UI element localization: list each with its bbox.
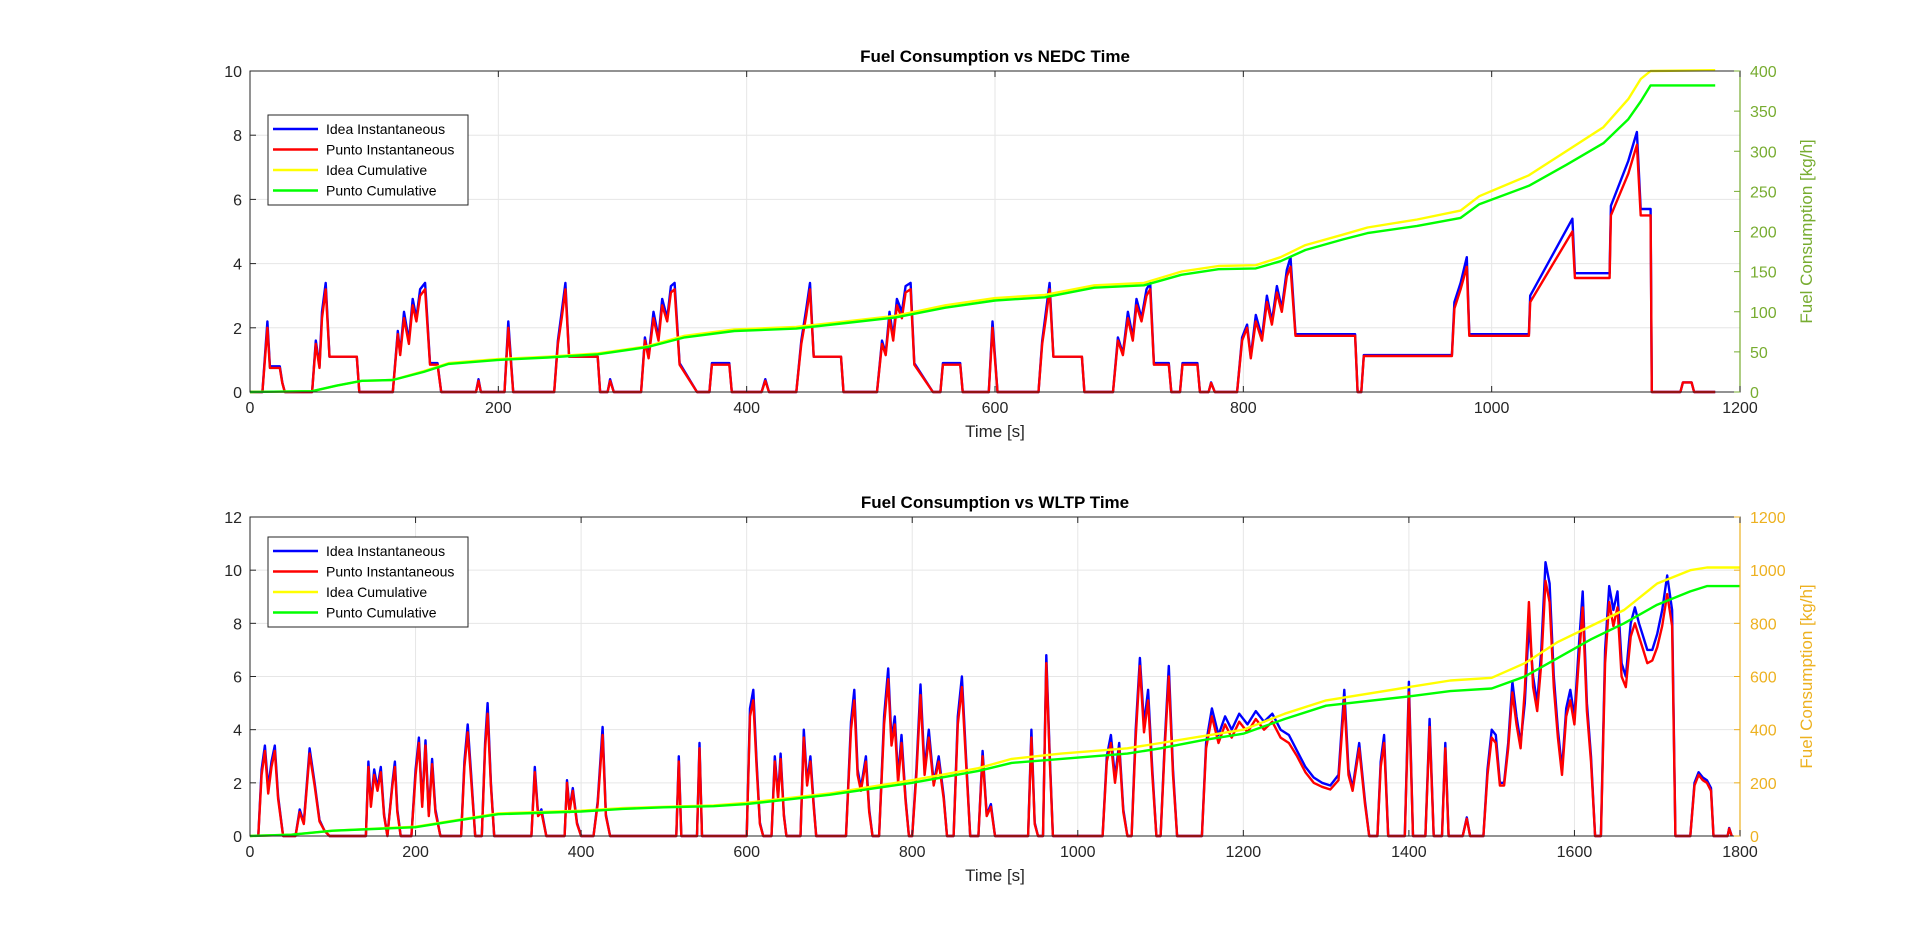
x-tick-label: 1200 [1722,400,1758,417]
y-tick-label: 6 [233,192,242,209]
y-tick-label: 2 [233,776,242,793]
y-right-tick-label: 0 [1750,385,1759,402]
y-right-tick-label: 1000 [1750,563,1786,580]
y-right-tick-label: 350 [1750,104,1777,121]
legend-entry-label: Idea Cumulative [326,584,427,600]
x-tick-label: 400 [733,400,760,417]
legend-entry-label: Idea Cumulative [326,162,427,178]
y-tick-label: 8 [233,128,242,145]
x-tick-label: 1200 [1226,844,1262,861]
y-right-tick-label: 0 [1750,829,1759,846]
y-right-tick-label: 400 [1750,64,1777,81]
legend-entry-label: Punto Cumulative [326,183,437,199]
y-tick-label: 2 [233,321,242,338]
legend-entry-label: Punto Instantaneous [326,142,454,158]
x-tick-label: 400 [568,844,595,861]
chart-title: Fuel Consumption vs WLTP Time [861,493,1129,512]
y-right-axis-label: Fuel Consumption [kg/h] [1797,139,1816,323]
x-tick-label: 1000 [1474,400,1510,417]
y-right-tick-label: 100 [1750,305,1777,322]
y-right-tick-label: 200 [1750,225,1777,242]
y-tick-label: 10 [224,563,242,580]
y-right-tick-label: 600 [1750,670,1777,687]
y-tick-label: 0 [233,829,242,846]
series-lines [250,69,1716,394]
x-tick-label: 200 [402,844,429,861]
series-line-punto-cumulative [250,584,1740,838]
y-right-tick-label: 300 [1750,144,1777,161]
y-tick-label: 6 [233,670,242,687]
y-right-tick-label: 50 [1750,345,1768,362]
y-right-axis-label: Fuel Consumption [kg/h] [1797,584,1816,768]
y-tick-label: 8 [233,616,242,633]
legend-entry-label: Punto Instantaneous [326,564,454,580]
x-tick-label: 600 [733,844,760,861]
chart-nedc: 0 200 400 600 800 1000 12000246810050100150200… [224,47,1816,441]
x-tick-label: 200 [485,400,512,417]
y-right-tick-label: 250 [1750,184,1777,201]
x-tick-label: 0 [246,844,255,861]
series-line-idea-instantaneous [250,130,1716,394]
y-tick-label: 4 [233,723,242,740]
y-tick-label: 10 [224,64,242,81]
y-right-tick-label: 800 [1750,616,1777,633]
legend-entry-label: Idea Instantaneous [326,121,445,137]
x-tick-label: 600 [982,400,1009,417]
y-right-tick-label: 150 [1750,265,1777,282]
y-tick-label: 0 [233,385,242,402]
legend-entry-label: Idea Instantaneous [326,543,445,559]
x-tick-label: 1800 [1722,844,1758,861]
chart-title: Fuel Consumption vs NEDC Time [860,47,1130,66]
x-tick-label: 0 [246,400,255,417]
x-tick-label: 1000 [1060,844,1096,861]
y-tick-label: 12 [224,510,242,527]
y-tick-label: 4 [233,257,242,274]
x-tick-label: 1600 [1557,844,1593,861]
x-tick-label: 800 [899,844,926,861]
x-tick-label: 800 [1230,400,1257,417]
legend: Idea Instantaneous Punto Instantaneous Ide… [267,536,469,628]
y-right-tick-label: 1200 [1750,510,1786,527]
legend-entry-label: Punto Cumulative [326,605,437,621]
y-right-tick-label: 200 [1750,776,1777,793]
series-line-punto-instantaneous [250,143,1716,394]
series-line-punto-cumulative [250,84,1716,394]
x-axis-label: Time [s] [965,866,1025,885]
x-tick-label: 1400 [1391,844,1427,861]
x-axis-label: Time [s] [965,422,1025,441]
y-right-tick-label: 400 [1750,723,1777,740]
chart-wltp: 0 200 400 600 800 1000 1200 1400 1600 18000246810… [224,493,1816,885]
legend: Idea Instantaneous Punto Instantaneous Ide… [267,114,469,206]
